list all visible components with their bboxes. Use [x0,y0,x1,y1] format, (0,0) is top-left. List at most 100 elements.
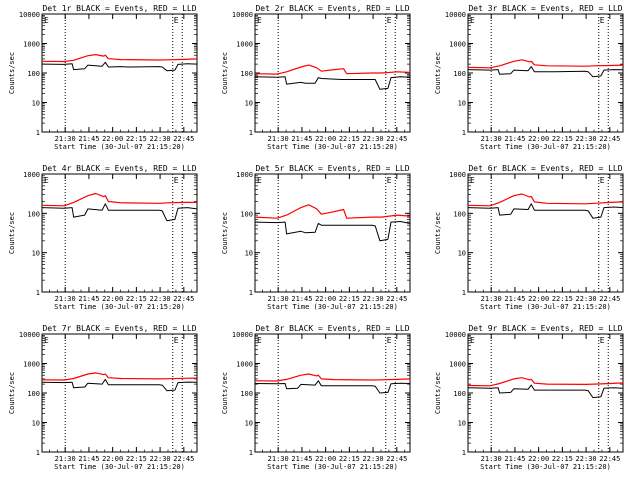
x-tick-label: 22:45 [386,455,407,463]
x-tick-label: 22:45 [599,295,620,303]
x-tick-label: 22:15 [126,295,147,303]
x-tick-label: 22:00 [102,295,123,303]
x-tick-label: 21:45 [291,135,312,143]
y-tick-label: 10 [245,100,253,108]
lld-series-line [467,193,624,207]
panel-7: Det 7r BLACK = Events, RED = LLD 1 10 100 10… [8,324,198,471]
y-tick-label: 100 [240,210,253,218]
y-tick-label: 10 [458,100,466,108]
marker-label: E [387,336,392,345]
events-series-line [467,66,624,78]
lld-series-line [254,64,411,75]
y-tick-label: 10000 [19,11,40,19]
y-tick-label: 1000 [449,361,466,369]
x-tick-label: 21:30 [55,455,76,463]
plot-frame [467,173,624,293]
y-axis-label: Counts/sec [221,372,229,414]
lld-series-line [254,373,411,382]
x-tick-label: 22:30 [150,135,171,143]
x-tick-label: 22:30 [576,455,597,463]
x-tick-label: 22:00 [528,455,549,463]
plot-frame [254,173,411,293]
plot-frame [467,13,624,133]
marker-label: E [174,336,179,345]
events-series-line [41,378,198,392]
panel-9: Det 9r BLACK = Events, RED = LLD 1 10 100 10… [434,324,624,471]
y-tick-label: 1000 [449,41,466,49]
plot-frame [41,173,198,293]
marker-label: E [257,16,262,25]
lld-series-line [41,192,197,207]
x-tick-label: 21:45 [504,455,525,463]
y-tick-label: 10 [458,420,466,428]
x-tick-label: 22:30 [363,455,384,463]
x-tick-label: 21:30 [481,455,502,463]
panel-1: Det 1r BLACK = Events, RED = LLD 1 10 100 10… [8,4,198,151]
y-tick-label: 100 [27,390,40,398]
y-axis-label: Counts/sec [434,372,442,414]
x-tick-label: 22:30 [363,295,384,303]
y-tick-label: 10000 [19,331,40,339]
x-axis-label: Start Time (30-Jul-07 21:15:20) [267,143,398,151]
y-tick-label: 10 [245,420,253,428]
panel-title: Det 3r BLACK = Events, RED = LLD [468,4,622,13]
x-tick-label: 22:15 [126,455,147,463]
x-tick-label: 22:15 [339,295,360,303]
marker-label: E [44,336,49,345]
x-tick-label: 22:15 [126,135,147,143]
panel-title: Det 8r BLACK = Events, RED = LLD [255,324,409,333]
y-tick-label: 1000 [23,41,40,49]
x-tick-label: 22:15 [339,135,360,143]
panel-title: Det 5r BLACK = Events, RED = LLD [255,164,409,173]
y-tick-label: 1000 [449,171,466,179]
x-tick-label: 21:45 [78,455,99,463]
x-tick-label: 22:30 [576,295,597,303]
x-axis-label: Start Time (30-Jul-07 21:15:20) [54,463,185,471]
x-axis-label: Start Time (30-Jul-07 21:15:20) [480,143,611,151]
y-tick-label: 1000 [236,41,253,49]
y-tick-label: 1000 [236,171,253,179]
events-series-line [254,221,411,242]
panel-6: Det 6r BLACK = Events, RED = LLD 1 10 100 10… [434,164,624,311]
marker-label: E [600,176,605,185]
x-tick-label: 21:45 [78,135,99,143]
x-tick-label: 22:15 [552,295,573,303]
x-tick-label: 21:30 [268,135,289,143]
x-axis-label: Start Time (30-Jul-07 21:15:20) [480,303,611,311]
x-tick-label: 22:30 [576,135,597,143]
lld-series-line [467,377,624,387]
events-series-line [467,384,624,399]
lld-series-line [41,372,198,381]
y-tick-label: 1 [462,129,466,137]
marker-label: E [470,336,475,345]
y-tick-label: 1 [462,449,466,457]
x-tick-label: 22:15 [552,135,573,143]
panel-title: Det 9r BLACK = Events, RED = LLD [468,324,622,333]
x-tick-label: 22:30 [363,135,384,143]
plot-frame [467,333,624,453]
x-tick-label: 22:15 [339,455,360,463]
y-tick-label: 10000 [232,331,253,339]
y-axis-label: Counts/sec [8,372,16,414]
y-tick-label: 1 [36,129,40,137]
y-tick-label: 100 [27,70,40,78]
x-tick-label: 21:45 [291,295,312,303]
marker-label: E [600,336,605,345]
y-tick-label: 10 [32,100,40,108]
plot-frame [254,333,411,453]
y-tick-label: 10000 [445,331,466,339]
events-series-line [467,203,624,219]
marker-label: E [257,336,262,345]
y-tick-label: 10000 [232,11,253,19]
marker-label: E [44,176,49,185]
y-tick-label: 1 [462,289,466,297]
marker-label: E [470,16,475,25]
events-series-line [254,76,411,90]
plot-frame [41,13,198,133]
y-axis-label: Counts/sec [8,52,16,94]
y-tick-label: 1 [249,129,253,137]
x-tick-label: 21:30 [268,295,289,303]
marker-label: E [387,16,392,25]
x-tick-label: 21:30 [55,135,76,143]
x-axis-label: Start Time (30-Jul-07 21:15:20) [54,143,185,151]
